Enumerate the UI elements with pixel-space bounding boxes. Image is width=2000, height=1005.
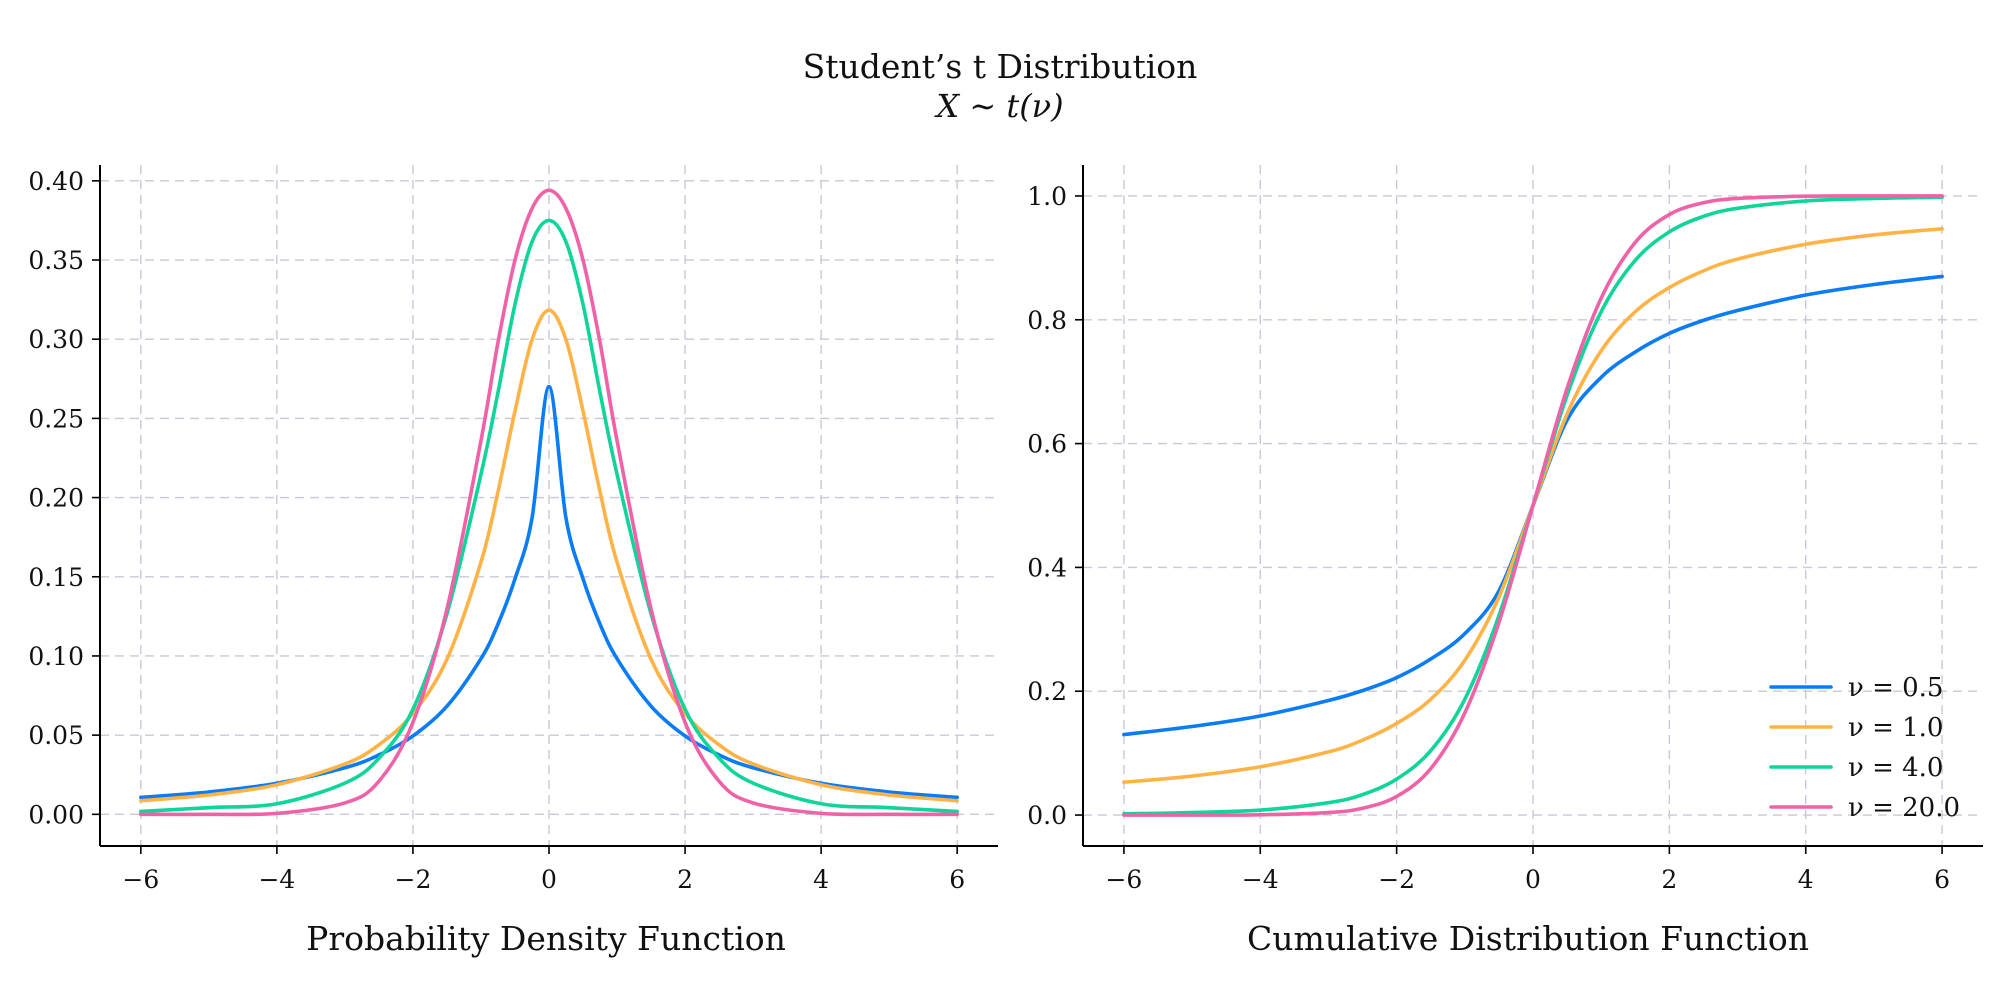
pdf-series-line-2 <box>139 218 959 814</box>
pdf-ytick-label: 0.25 <box>28 404 84 433</box>
pdf-series-line-3 <box>139 188 959 817</box>
pdf-panel: −6 −4 −2 0 2 4 6 0.00 0.05 0.10 0.15 0.20 0.25 0.30 0.… <box>28 165 998 958</box>
cdf-series-lines <box>1122 194 1944 817</box>
cdf-ytick-label: 0.4 <box>1027 553 1067 582</box>
pdf-ticks: −6 −4 −2 0 2 4 6 0.00 0.05 0.10 0.15 0.20 0.25 0.30 0.… <box>28 167 965 894</box>
cdf-xtick-label: −4 <box>1242 865 1279 894</box>
legend-label-1: ν = 1.0 <box>1848 713 1943 743</box>
legend-label-2: ν = 4.0 <box>1848 753 1943 783</box>
cdf-xtick-label: 0 <box>1525 865 1541 894</box>
cdf-panel: −6 −4 −2 0 2 4 6 0.0 0.2 0.4 0.6 0.8 1.0 Cumulative … <box>1027 165 1983 958</box>
pdf-xtick-label: −2 <box>395 865 432 894</box>
pdf-xtick-label: 2 <box>677 865 693 894</box>
cdf-series-line-3 <box>1122 194 1944 817</box>
pdf-ytick-label: 0.20 <box>28 484 84 513</box>
figure-subtitle: X ∼ t(ν) <box>933 87 1063 125</box>
pdf-xtick-label: 0 <box>541 865 557 894</box>
legend: ν = 0.5 ν = 1.0 ν = 4.0 ν = 20.0 <box>1769 673 1960 823</box>
pdf-xtick-label: 4 <box>813 865 829 894</box>
cdf-xtick-label: −2 <box>1378 865 1415 894</box>
cdf-grid <box>1083 165 1983 846</box>
cdf-ytick-label: 1.0 <box>1027 182 1067 211</box>
cdf-xlabel: Cumulative Distribution Function <box>1247 919 1809 958</box>
pdf-ytick-label: 0.05 <box>28 721 84 750</box>
cdf-xtick-label: −6 <box>1105 865 1142 894</box>
cdf-ticks: −6 −4 −2 0 2 4 6 0.0 0.2 0.4 0.6 0.8 1.0 <box>1027 182 1950 894</box>
pdf-xtick-label: 6 <box>949 865 965 894</box>
legend-label-0: ν = 0.5 <box>1848 673 1943 703</box>
pdf-ytick-label: 0.15 <box>28 563 84 592</box>
pdf-xtick-label: −6 <box>122 865 159 894</box>
pdf-xtick-label: −4 <box>258 865 295 894</box>
cdf-xtick-label: 4 <box>1798 865 1814 894</box>
pdf-series-lines <box>139 188 959 817</box>
cdf-ytick-label: 0.0 <box>1027 801 1067 830</box>
cdf-ytick-label: 0.6 <box>1027 430 1067 459</box>
legend-label-3: ν = 20.0 <box>1848 793 1960 823</box>
pdf-ytick-label: 0.10 <box>28 642 84 671</box>
pdf-ytick-label: 0.30 <box>28 325 84 354</box>
cdf-ytick-label: 0.8 <box>1027 306 1067 335</box>
cdf-xtick-label: 2 <box>1661 865 1677 894</box>
pdf-series-line-1 <box>139 308 959 803</box>
cdf-ytick-label: 0.2 <box>1027 677 1067 706</box>
cdf-xtick-label: 6 <box>1934 865 1950 894</box>
pdf-grid <box>100 165 998 846</box>
pdf-series-line-0 <box>139 384 959 800</box>
pdf-ytick-label: 0.35 <box>28 246 84 275</box>
pdf-ytick-label: 0.40 <box>28 167 84 196</box>
pdf-ytick-label: 0.00 <box>28 800 84 829</box>
pdf-xlabel: Probability Density Function <box>306 919 786 958</box>
figure-title: Student’s t Distribution <box>803 47 1198 86</box>
